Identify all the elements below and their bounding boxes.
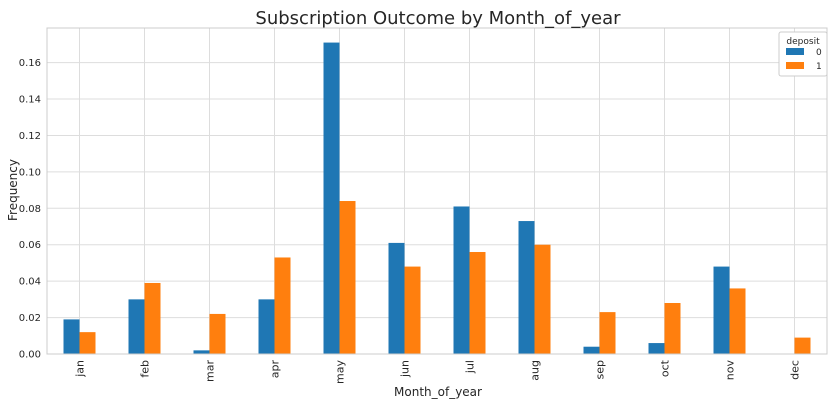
x-tick-label-jun: jun (399, 360, 412, 378)
x-tick-label-jul: jul (464, 360, 477, 374)
bar-nov-0 (713, 266, 730, 354)
y-tick-label: 0.06 (19, 240, 41, 251)
x-tick-label-apr: apr (269, 360, 282, 379)
x-tick-label-mar: mar (204, 360, 217, 382)
bar-sep-0 (583, 346, 600, 354)
chart-title: Subscription Outcome by Month_of_year (255, 8, 621, 29)
y-tick-label: 0.00 (19, 350, 41, 361)
y-tick-label: 0.08 (19, 204, 41, 215)
bars (63, 42, 811, 355)
legend: deposit 0 1 (778, 31, 828, 77)
grid (47, 28, 827, 355)
legend-swatch-1 (786, 62, 804, 69)
x-axis-ticks: jan feb mar apr may jun jul aug sep oct nov dec (74, 359, 802, 384)
legend-swatch-0 (786, 48, 804, 55)
x-tick-label-sep: sep (594, 360, 607, 379)
bar-oct-0 (648, 343, 665, 354)
legend-title: deposit (786, 37, 820, 47)
bar-dec-1 (794, 337, 811, 354)
bar-jan-1 (79, 332, 96, 354)
y-axis-ticks: 0.00 0.02 0.04 0.06 0.08 0.10 0.12 0.14 0.16 (19, 58, 41, 360)
bar-apr-1 (274, 257, 291, 354)
bar-nov-1 (729, 288, 746, 354)
bar-may-0 (323, 42, 340, 355)
bar-feb-1 (144, 282, 161, 354)
x-tick-label-dec: dec (789, 360, 802, 380)
bar-sep-1 (599, 312, 616, 354)
y-tick-label: 0.04 (19, 277, 41, 288)
bar-mar-1 (209, 313, 226, 354)
y-tick-label: 0.02 (19, 313, 41, 324)
bar-jul-1 (469, 252, 486, 354)
y-tick-label: 0.14 (19, 95, 41, 106)
bar-jun-1 (404, 266, 421, 354)
bar-mar-0 (193, 350, 210, 354)
x-tick-label-oct: oct (659, 359, 672, 377)
x-tick-label-may: may (334, 360, 347, 384)
bar-jun-0 (388, 242, 405, 354)
bar-apr-0 (258, 299, 275, 354)
bar-jan-0 (63, 319, 80, 354)
x-tick-label-jan: jan (74, 360, 87, 378)
x-tick-label-feb: feb (139, 360, 152, 378)
x-axis-label: Month_of_year (394, 385, 482, 399)
x-tick-label-aug: aug (529, 360, 542, 381)
bar-feb-0 (128, 299, 145, 354)
bar-aug-0 (518, 221, 535, 354)
y-tick-label: 0.12 (19, 131, 41, 142)
y-tick-label: 0.10 (19, 167, 41, 178)
legend-label-0: 0 (816, 48, 822, 58)
bar-oct-1 (664, 303, 681, 354)
bar-may-1 (339, 201, 356, 354)
legend-label-1: 1 (816, 62, 822, 72)
plot-frame (46, 27, 828, 355)
bar-aug-1 (534, 244, 551, 354)
y-tick-label: 0.16 (19, 58, 41, 69)
x-tick-label-nov: nov (724, 360, 737, 381)
y-axis-label: Frequency (6, 159, 20, 221)
bar-jul-0 (453, 206, 470, 354)
